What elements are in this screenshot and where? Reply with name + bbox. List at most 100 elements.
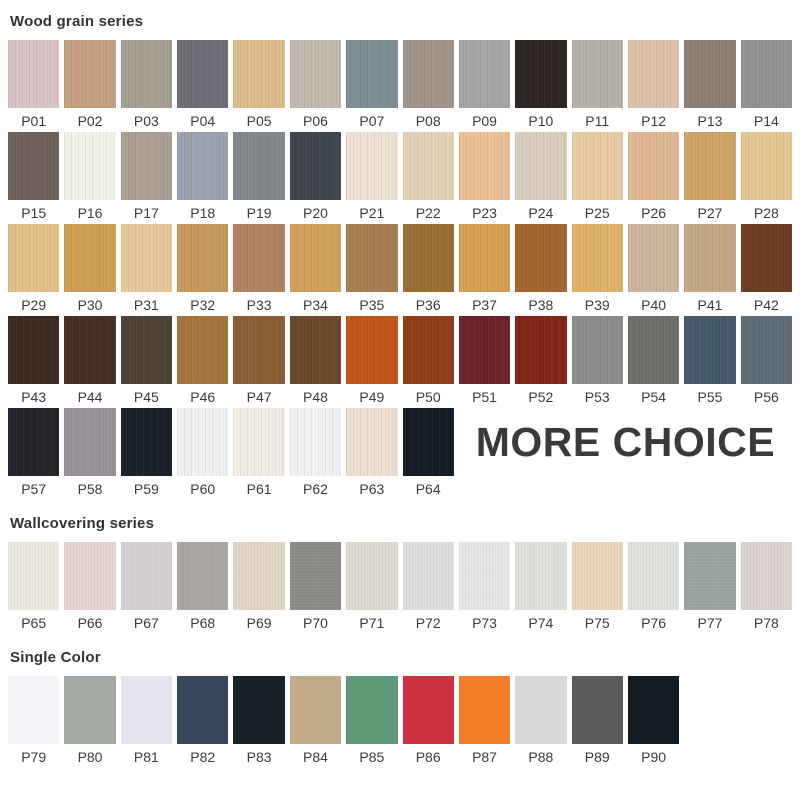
swatch-label: P17 <box>133 205 159 221</box>
swatch-label: P90 <box>641 749 667 765</box>
swatch-cell: P84 <box>289 676 342 768</box>
section-wood-grain: Wood grain series P01 P02 P03 P04 P05 P06 P07 P… <box>8 12 792 500</box>
swatch-grid-wallcovering: P65 P66 P67 P68 P69 P70 P71 P72 P73 P74 P75 P76 P77 P… <box>8 542 792 634</box>
swatch-cell: P09 <box>458 40 511 132</box>
swatch-label: P02 <box>77 113 103 129</box>
swatch-label: P83 <box>246 749 272 765</box>
swatch-label: P41 <box>697 297 723 313</box>
color-swatch <box>120 316 173 384</box>
color-swatch <box>289 132 342 200</box>
swatch-label: P87 <box>472 749 497 765</box>
swatch-label: P32 <box>190 297 216 313</box>
swatch-label: P46 <box>190 389 216 405</box>
swatch-label: P58 <box>77 481 103 497</box>
swatch-label: P34 <box>303 297 328 313</box>
color-swatch <box>177 408 229 476</box>
color-swatch <box>402 316 454 384</box>
swatch-cell: P86 <box>402 676 454 768</box>
swatch-label: P51 <box>472 389 497 405</box>
swatch-cell: P40 <box>627 224 680 316</box>
swatch-label: P67 <box>133 615 159 631</box>
swatch-label: P31 <box>133 297 159 313</box>
color-swatch <box>402 408 454 476</box>
swatch-cell: P56 <box>740 316 792 408</box>
swatch-label: P82 <box>190 749 216 765</box>
swatch-cell: P70 <box>289 542 342 634</box>
swatch-cell: P16 <box>64 132 116 224</box>
swatch-label: P65 <box>21 615 47 631</box>
color-swatch <box>64 408 116 476</box>
color-swatch <box>627 224 680 292</box>
color-swatch <box>64 542 116 610</box>
color-swatch <box>571 224 623 292</box>
swatch-cell: P01 <box>8 40 60 132</box>
section-title-single-color: Single Color <box>10 649 101 666</box>
swatch-cell: P04 <box>177 40 229 132</box>
swatch-cell: P80 <box>64 676 116 768</box>
swatch-cell: P85 <box>346 676 398 768</box>
section-single-color: Single Color P79 P80 P81 P82 P83 P84 P85 P86 P87… <box>8 648 792 768</box>
color-swatch <box>740 316 792 384</box>
swatch-label: P01 <box>21 113 47 129</box>
swatch-label: P54 <box>641 389 667 405</box>
swatch-cell: P73 <box>458 542 511 634</box>
color-swatch <box>289 40 342 108</box>
swatch-cell: P22 <box>402 132 454 224</box>
color-swatch <box>346 224 398 292</box>
swatch-label: P72 <box>415 615 441 631</box>
swatch-cell: P67 <box>120 542 173 634</box>
swatch-label: P07 <box>359 113 385 129</box>
swatch-cell: P68 <box>177 542 229 634</box>
swatch-cell: P18 <box>177 132 229 224</box>
swatch-label: P10 <box>528 113 554 129</box>
swatch-label: P52 <box>528 389 554 405</box>
swatch-label: P45 <box>133 389 159 405</box>
color-swatch <box>740 224 792 292</box>
swatch-cell: P06 <box>289 40 342 132</box>
swatch-cell: P02 <box>64 40 116 132</box>
swatch-cell: P35 <box>346 224 398 316</box>
swatch-label: P42 <box>753 297 779 313</box>
color-swatch <box>571 316 623 384</box>
swatch-label: P33 <box>246 297 272 313</box>
color-swatch <box>740 40 792 108</box>
swatch-cell: P64 <box>402 408 454 500</box>
color-swatch <box>740 542 792 610</box>
color-swatch <box>120 132 173 200</box>
swatch-label: P50 <box>415 389 441 405</box>
swatch-cell: P37 <box>458 224 511 316</box>
swatch-label: P70 <box>303 615 328 631</box>
color-swatch <box>8 408 60 476</box>
swatch-cell: P50 <box>402 316 454 408</box>
swatch-cell: P45 <box>120 316 173 408</box>
swatch-label: P80 <box>77 749 103 765</box>
color-swatch <box>346 40 398 108</box>
color-swatch <box>627 132 680 200</box>
swatch-cell: P74 <box>515 542 567 634</box>
swatch-cell: P87 <box>458 676 511 768</box>
swatch-label: P14 <box>753 113 779 129</box>
swatch-cell: P39 <box>571 224 623 316</box>
swatch-cell: P12 <box>627 40 680 132</box>
swatch-label: P05 <box>246 113 272 129</box>
swatch-cell: P60 <box>177 408 229 500</box>
section-title-wood-grain: Wood grain series <box>10 13 144 30</box>
swatch-cell: P43 <box>8 316 60 408</box>
swatch-cell: P08 <box>402 40 454 132</box>
color-swatch <box>8 542 60 610</box>
swatch-cell: P26 <box>627 132 680 224</box>
swatch-cell: P17 <box>120 132 173 224</box>
swatch-cell: P51 <box>458 316 511 408</box>
swatch-cell: P31 <box>120 224 173 316</box>
color-swatch <box>458 316 511 384</box>
swatch-cell: P52 <box>515 316 567 408</box>
swatch-label: P35 <box>359 297 385 313</box>
color-swatch <box>177 132 229 200</box>
swatch-cell: P36 <box>402 224 454 316</box>
color-swatch <box>571 132 623 200</box>
swatch-cell: P47 <box>233 316 285 408</box>
section-wallcovering: Wallcovering series P65 P66 P67 P68 P69 P70 P7… <box>8 514 792 634</box>
color-swatch <box>740 132 792 200</box>
swatch-cell: P66 <box>64 542 116 634</box>
